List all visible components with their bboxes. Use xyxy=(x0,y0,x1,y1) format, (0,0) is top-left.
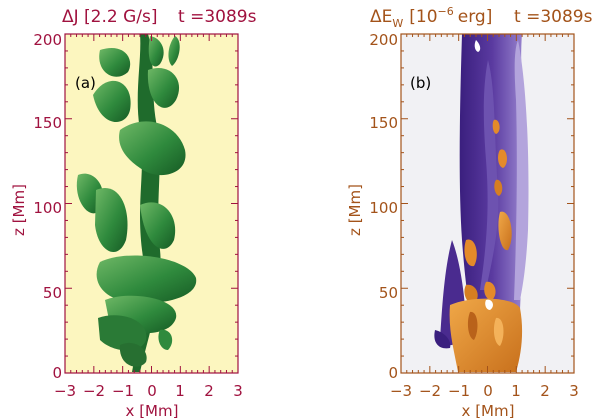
panel-b-axis-ticks xyxy=(400,33,575,374)
panel-a-ytick-label: 200 xyxy=(33,31,62,49)
panel-b-xlabel: x [Mm] xyxy=(462,402,515,419)
panel-a-xtick-label: 1 xyxy=(175,382,185,400)
panel-b-yticks: 0 50 100 150 200 xyxy=(369,31,398,382)
panel-b-title-exp: −6 xyxy=(438,5,454,18)
panel-b: ΔEW [10−6 erg] t =3089s (b) 0 xyxy=(346,5,593,419)
panel-a-xticks: −3 −2 −1 0 1 2 3 xyxy=(54,382,243,400)
panel-b-xtick-label: 3 xyxy=(569,382,579,400)
panel-b-xtick-label: 1 xyxy=(511,382,521,400)
panel-a-xtick-label: 0 xyxy=(147,382,157,400)
panel-a-xtick-label: −1 xyxy=(112,382,134,400)
panel-b-xtick-label: −1 xyxy=(448,382,470,400)
panel-b-title-sub: W xyxy=(392,17,403,30)
panel-b-ytick-label: 100 xyxy=(369,199,398,217)
panel-a-axis-ticks xyxy=(64,33,239,374)
panel-a-xlabel: x [Mm] xyxy=(126,402,179,419)
panel-b-xticks: −3 −2 −1 0 1 2 3 xyxy=(390,382,579,400)
panel-b-title: ΔEW [10−6 erg] xyxy=(370,5,492,30)
panel-a-xtick-label: 3 xyxy=(233,382,243,400)
panel-a-isosurface xyxy=(76,34,197,372)
panel-a-ytick-label: 150 xyxy=(33,114,62,132)
panel-b-xtick-label: 0 xyxy=(483,382,493,400)
panel-b-ytick-label: 150 xyxy=(369,114,398,132)
panel-a-yticks: 0 50 100 150 200 xyxy=(33,31,62,382)
panel-b-label: (b) xyxy=(410,74,431,92)
panel-a-ytick-label: 0 xyxy=(52,364,62,382)
panel-b-xtick-label: 2 xyxy=(540,382,550,400)
panel-a-ylabel: z [Mm] xyxy=(10,184,28,236)
panel-a-xtick-label: −3 xyxy=(54,382,76,400)
panel-b-ytick-label: 50 xyxy=(379,284,398,302)
panel-b-title-unit-pre: [10 xyxy=(409,7,437,27)
panel-b-ytick-label: 200 xyxy=(369,31,398,49)
panel-a: ΔJ [2.2 G/s] t =3089s (a) 0 50 100 xyxy=(10,7,257,419)
panel-a-title-main: ΔJ [2.2 G/s] xyxy=(62,7,158,27)
panel-b-ytick-label: 0 xyxy=(388,364,398,382)
panel-a-label: (a) xyxy=(75,74,96,92)
panel-b-xtick-label: −2 xyxy=(419,382,441,400)
panel-a-ytick-label: 50 xyxy=(43,284,62,302)
panel-a-ytick-label: 100 xyxy=(33,199,62,217)
panel-b-title-unit-post: erg] xyxy=(458,7,493,27)
panel-b-xtick-label: −3 xyxy=(390,382,412,400)
panel-b-title-time: t =3089s xyxy=(514,7,593,27)
panel-b-isosurface xyxy=(434,34,529,372)
panel-b-title-main: ΔE xyxy=(370,7,392,27)
panel-b-ylabel: z [Mm] xyxy=(346,184,364,236)
panel-a-xtick-label: 2 xyxy=(204,382,214,400)
panel-a-title-time: t =3089s xyxy=(178,7,257,27)
panel-a-xtick-label: −2 xyxy=(83,382,105,400)
